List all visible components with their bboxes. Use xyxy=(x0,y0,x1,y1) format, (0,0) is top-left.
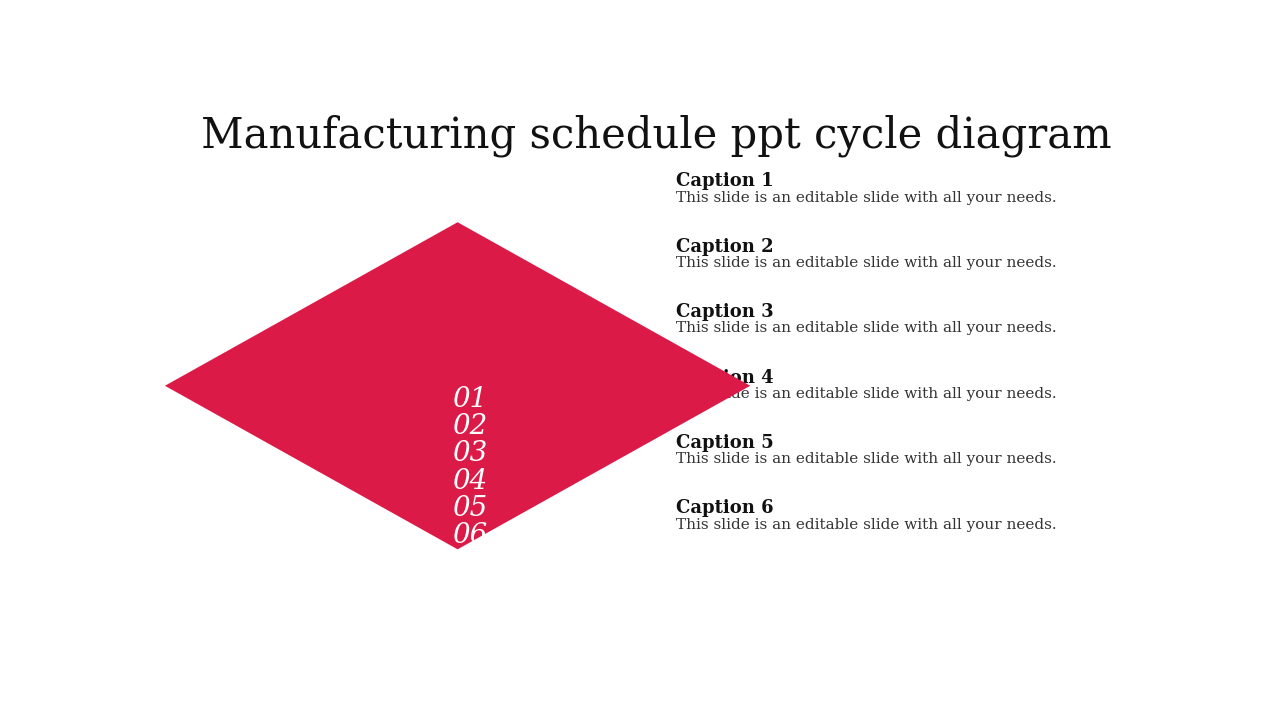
Text: This slide is an editable slide with all your needs.: This slide is an editable slide with all… xyxy=(676,452,1056,467)
Text: 04: 04 xyxy=(452,468,488,495)
Polygon shape xyxy=(311,304,604,467)
Text: 01: 01 xyxy=(452,386,488,413)
Text: This slide is an editable slide with all your needs.: This slide is an editable slide with all… xyxy=(676,256,1056,270)
Polygon shape xyxy=(262,276,653,495)
Text: 02: 02 xyxy=(452,413,488,440)
Text: This slide is an editable slide with all your needs.: This slide is an editable slide with all… xyxy=(676,518,1056,532)
Polygon shape xyxy=(408,359,507,413)
Text: This slide is an editable slide with all your needs.: This slide is an editable slide with all… xyxy=(676,321,1056,336)
Text: This slide is an editable slide with all your needs.: This slide is an editable slide with all… xyxy=(676,387,1056,401)
Text: Caption 1: Caption 1 xyxy=(676,172,773,190)
Polygon shape xyxy=(360,331,556,441)
Text: Manufacturing schedule ppt cycle diagram: Manufacturing schedule ppt cycle diagram xyxy=(201,114,1111,157)
Polygon shape xyxy=(214,250,701,522)
Text: 06: 06 xyxy=(452,522,488,549)
Text: Caption 3: Caption 3 xyxy=(676,303,773,321)
Text: Caption 6: Caption 6 xyxy=(676,500,773,518)
Text: This slide is an editable slide with all your needs.: This slide is an editable slide with all… xyxy=(676,191,1056,204)
Text: Caption 5: Caption 5 xyxy=(676,434,773,452)
Text: Caption 2: Caption 2 xyxy=(676,238,773,256)
Polygon shape xyxy=(165,222,750,549)
Text: 03: 03 xyxy=(452,441,488,467)
Text: 05: 05 xyxy=(452,495,488,522)
Text: Caption 4: Caption 4 xyxy=(676,369,773,387)
